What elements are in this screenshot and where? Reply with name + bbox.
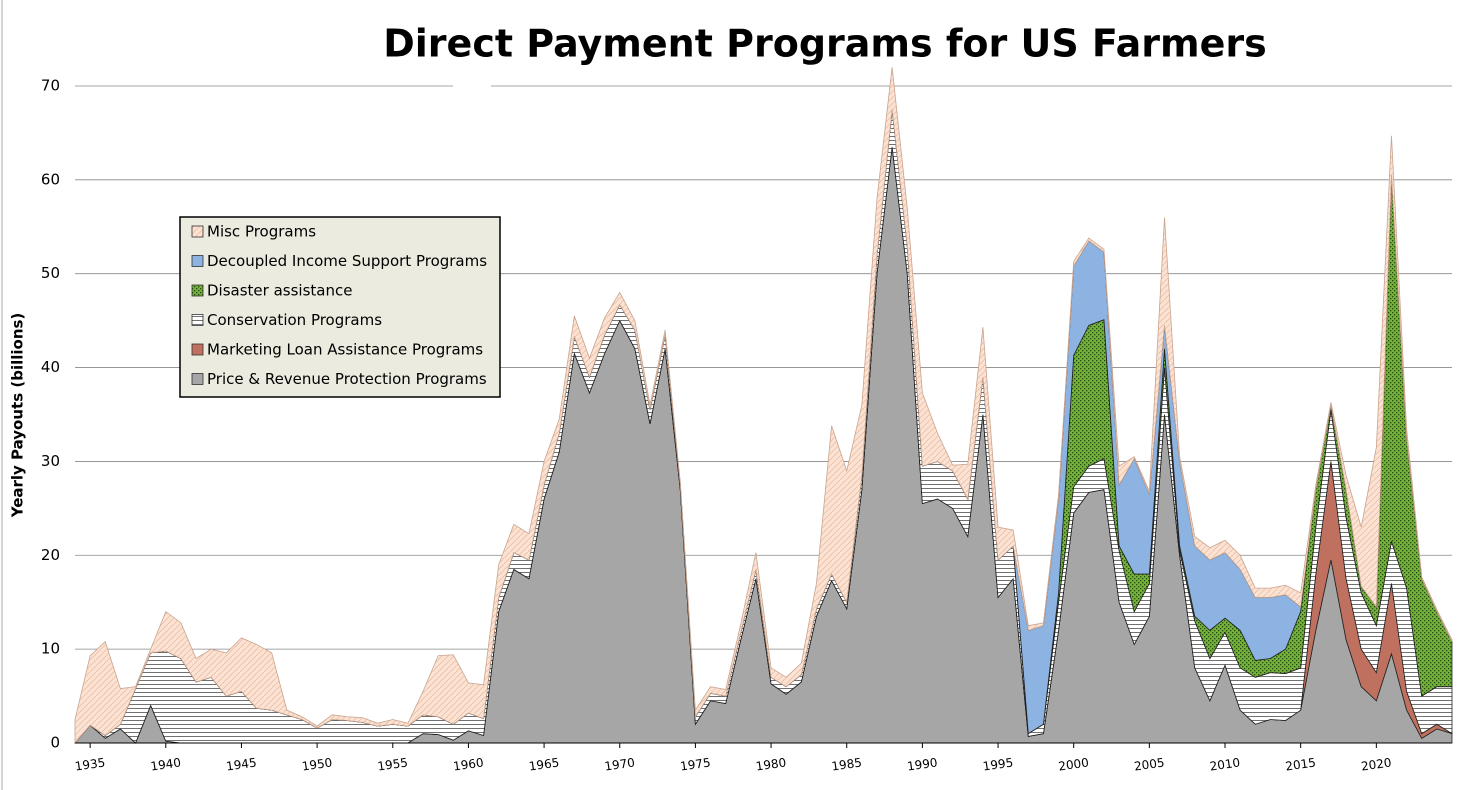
x-tick-label: 2005 [1133, 755, 1165, 773]
y-tick-label: 20 [41, 546, 60, 564]
x-tick-label: 1960 [452, 755, 484, 773]
x-tick-label: 1980 [755, 755, 787, 773]
legend-label: Conservation Programs [207, 311, 382, 329]
x-tick-label: 1970 [604, 755, 636, 773]
area [74, 67, 1453, 745]
legend-label: Disaster assistance [207, 282, 352, 300]
x-tick-label: 2000 [1058, 755, 1090, 773]
x-tick-label: 1985 [831, 755, 863, 773]
legend-swatch [191, 225, 204, 238]
x-tick-label: 2010 [1209, 755, 1241, 773]
legend-swatch [191, 373, 204, 385]
y-axis-label: Yearly Payouts (billions) [9, 313, 27, 519]
legend-box [179, 216, 501, 398]
y-tick-label: 70 [41, 76, 60, 94]
x-tick-label: 1940 [150, 755, 182, 773]
x-tick-label: 1975 [679, 755, 711, 773]
y-tick-label: 30 [41, 452, 60, 470]
areas [74, 67, 1453, 745]
x-tick-label: 2020 [1360, 755, 1392, 773]
y-tick-label: 10 [41, 640, 60, 658]
y-tick-label: 40 [41, 358, 60, 376]
chart-title: Direct Payment Programs for US Farmers [383, 22, 1267, 66]
legend-label: Misc Programs [207, 223, 316, 241]
legend-label: Price & Revenue Protection Programs [207, 370, 487, 388]
title-backdrop [453, 22, 491, 92]
x-tick-label: 1995 [982, 755, 1014, 773]
y-tick-label: 0 [50, 734, 60, 752]
legend-swatch [191, 314, 204, 326]
legend-label: Decoupled Income Support Programs [207, 252, 487, 270]
legend-swatch [191, 255, 204, 267]
x-tick-label: 1990 [906, 755, 938, 773]
x-tick-label: 1950 [301, 755, 333, 773]
x-tick-label: 1945 [225, 755, 257, 773]
x-tick-label: 1955 [377, 755, 409, 773]
y-tick-label: 60 [41, 170, 60, 188]
y-tick-label: 50 [41, 264, 60, 282]
x-tick-label: 2015 [1285, 755, 1317, 773]
axes: 0 10 20 30 40 50 60 70 1935 1940 1945 1950 1955 1960 1… [41, 76, 1452, 774]
legend-label: Marketing Loan Assistance Programs [207, 341, 483, 359]
x-tick-label: 1935 [74, 755, 106, 773]
x-tick-label: 1965 [528, 755, 560, 773]
legend: Misc Programs Decoupled Income Support Pr… [179, 216, 501, 398]
legend-swatch [191, 284, 204, 297]
legend-swatch [191, 343, 204, 356]
